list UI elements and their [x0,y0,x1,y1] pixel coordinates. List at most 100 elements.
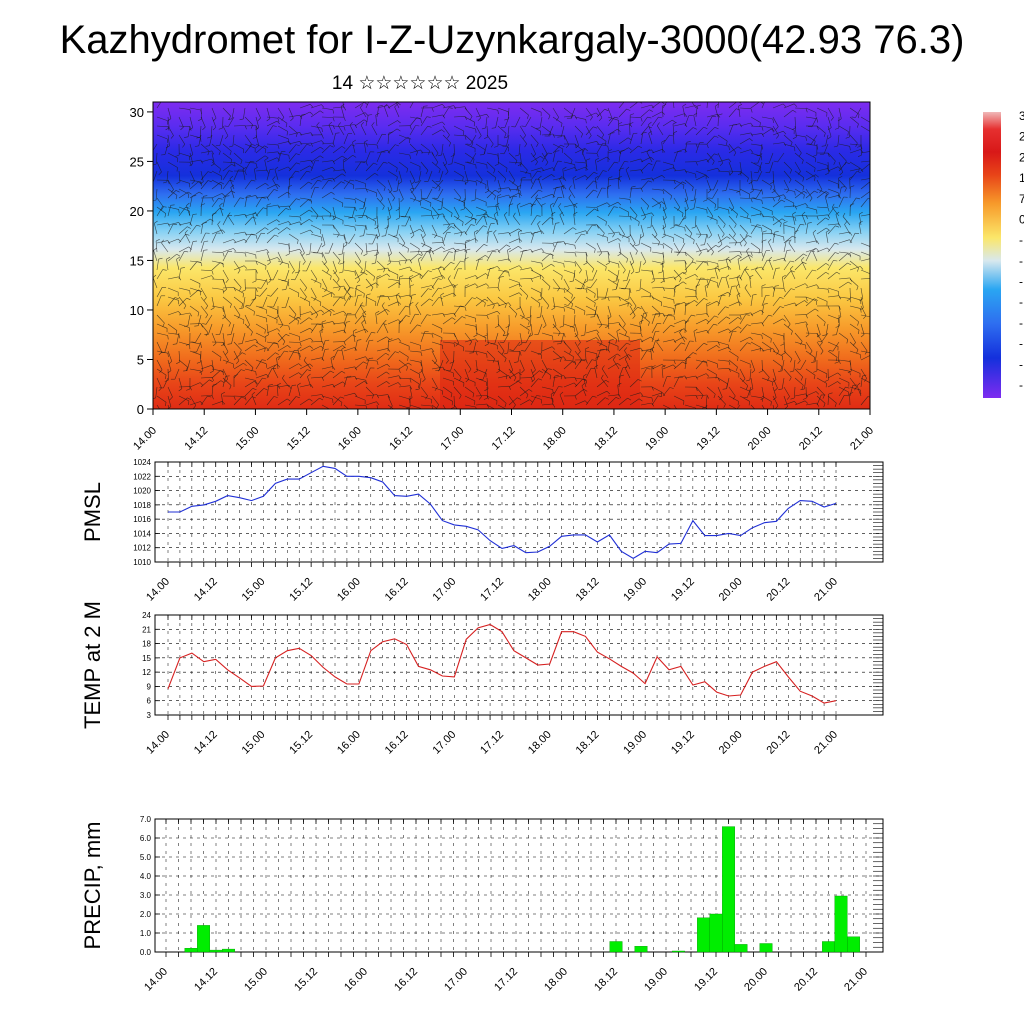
wind-barb-flag [834,206,839,209]
wind-barb [222,368,229,380]
wind-barb-flag [338,122,341,126]
wind-barb-flag [508,194,512,199]
wind-barb-flag [850,203,855,206]
wind-barb [530,167,542,172]
wind-barb-flag [568,185,572,189]
wind-barb [354,340,358,352]
wind-barb [272,269,279,281]
wind-barb [805,284,817,289]
wind-barb [255,347,267,352]
wind-barb [695,215,697,228]
wind-barb-flag [459,395,462,399]
wind-barb-flag [343,341,346,346]
wind-barb [684,274,696,280]
wind-barb [365,294,367,307]
wind-barb-flag [460,208,465,211]
wind-barb [233,265,245,271]
wind-barb-flag [617,201,622,206]
wind-barb-flag [771,128,775,132]
wind-barb [507,323,510,335]
wind-barb [772,103,784,109]
wind-barb [684,300,695,307]
wind-barb [706,300,718,307]
wind-barb-flag [639,319,644,323]
wind-barb-flag [802,261,807,265]
wind-barb [552,197,559,208]
wind-barb [155,386,158,398]
wind-barb-flag [828,392,833,395]
wind-barb-flag [713,416,717,417]
wind-barb [825,232,829,244]
wind-barb [684,179,694,188]
wind-barb [233,231,245,235]
wind-barb [475,125,482,136]
wind-barb [332,345,343,352]
wind-barb-flag [386,381,390,385]
wind-barb [475,197,487,203]
wind-barb-flag [683,328,688,332]
wind-barb-flag [486,164,488,169]
wind-barb-flag [517,184,522,188]
wind-barb-flag [591,359,596,361]
wind-barb [574,278,585,286]
wind-barb [376,260,386,269]
wind-barb [156,134,168,140]
wind-barb-flag [289,176,294,179]
wind-barb [717,233,723,245]
wind-barb [728,170,741,173]
wind-barb-flag [594,302,596,307]
wind-barb-flag [461,316,466,319]
wind-barb [310,146,321,154]
wind-barb-flag [453,343,456,348]
wind-barb-flag [356,279,361,284]
wind-barb [508,380,519,388]
wind-barb [805,188,813,199]
wind-barb [552,116,563,124]
wind-barb [277,125,288,132]
wind-barb [717,236,728,244]
wind-barb-flag [472,297,476,300]
wind-barb [651,251,663,254]
wind-barb-flag [856,286,859,291]
wind-barb [794,350,801,361]
wind-barb [387,281,398,289]
wind-barb-flag [568,194,572,199]
wind-barb-flag [509,203,514,206]
wind-barb [541,287,543,300]
wind-barb [409,188,417,199]
wind-barb [453,332,459,344]
wind-barb-flag [733,233,736,238]
wind-barb [761,260,768,271]
wind-barb-flag [541,248,545,252]
wind-barb-flag [749,254,753,258]
wind-barb-flag [684,123,688,128]
wind-barb-flag [573,211,578,215]
wind-barb-flag [746,247,750,252]
wind-barb-flag [165,375,167,380]
wind-barb [728,188,740,192]
wind-barb-flag [185,366,188,371]
wind-barb [255,374,267,379]
wind-barb [673,269,682,279]
wind-barb [585,206,598,208]
wind-barb-flag [614,116,619,119]
wind-barb [310,140,322,145]
wind-barb-flag [175,330,178,335]
colorbar-label: - [1019,357,1023,371]
wind-barb [541,278,551,287]
wind-barb [816,214,828,217]
wind-barb-flag [790,142,793,147]
wind-barb [222,341,229,352]
wind-barb [838,296,850,299]
wind-barb-flag [404,259,407,264]
wind-barb [684,287,696,291]
wind-barb-flag [437,154,442,157]
wind-barb [825,134,829,146]
wind-barb [321,233,326,245]
wind-barb-flag [677,207,681,211]
wind-barb-flag [428,288,432,291]
wind-barb [340,106,345,118]
wind-barb-flag [607,297,610,302]
wind-barb [210,125,213,138]
wind-barb [563,382,575,388]
